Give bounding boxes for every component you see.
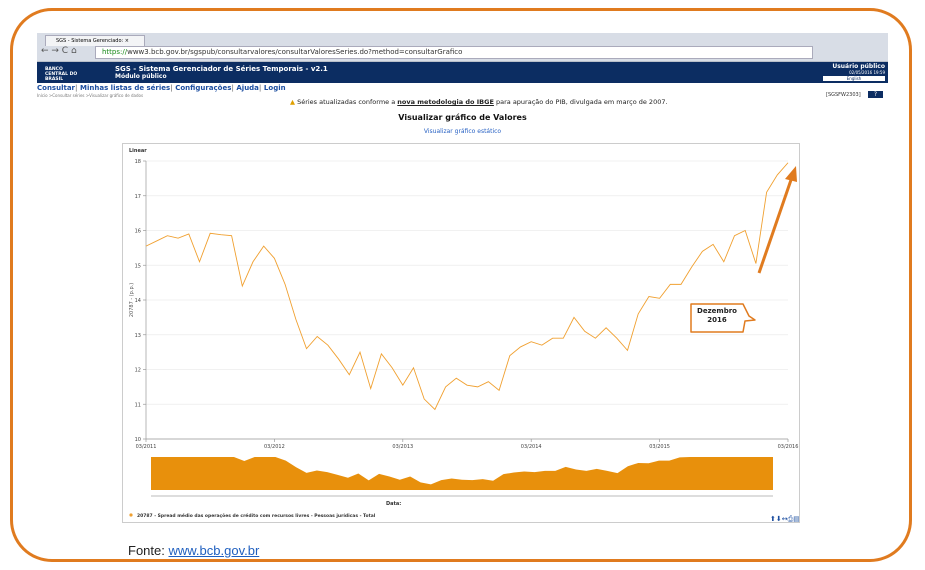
- menu-separator: |: [170, 84, 176, 92]
- x-tick-label: 03/2012: [264, 444, 285, 450]
- x-axis-title: Data:: [386, 501, 401, 507]
- y-tick-label: 16: [135, 229, 141, 235]
- notice-text: para apuração do PIB, divulgada em março…: [495, 98, 668, 106]
- site-title: SGS - Sistema Gerenciador de Séries Temp…: [115, 65, 328, 73]
- address-bar[interactable]: https://www3.bcb.gov.br/sgspub/consultar…: [95, 46, 813, 59]
- menu-item[interactable]: Minhas listas de séries: [80, 84, 171, 92]
- chart: Linear 20787 - (p.p.) Data: 10 11 12 13 14 15…: [129, 148, 800, 523]
- x-tick-label: 03/2014: [521, 444, 542, 450]
- notice-text: Séries atualizadas conforme a: [297, 98, 396, 106]
- data-line: [145, 162, 789, 411]
- page-heading: Visualizar gráfico de Valores: [398, 113, 527, 122]
- menu-item[interactable]: Configurações: [175, 84, 232, 92]
- notice: ▲ Séries atualizadas conforme a nova met…: [290, 98, 668, 106]
- menu-separator: |: [258, 84, 264, 92]
- nav-buttons[interactable]: ← → C ⌂: [41, 46, 77, 56]
- y-tick-label: 10: [135, 437, 141, 443]
- user-label: Usuário público: [832, 63, 885, 70]
- x-tick-label: 03/2016: [778, 444, 799, 450]
- url-protocol: https://: [102, 48, 128, 56]
- annotation-text: 2016: [707, 316, 727, 324]
- menu-separator: |: [231, 84, 237, 92]
- browser-tab[interactable]: SGS - Sistema Gerenciado: ×: [45, 35, 145, 46]
- annotation-text: Dezembro: [697, 307, 737, 315]
- y-tick-label: 18: [135, 159, 141, 165]
- annotation-arrow: [757, 176, 794, 274]
- breadcrumb: Início >Consultar séries >Visualizar grá…: [37, 93, 144, 98]
- menu-separator: |: [75, 84, 81, 92]
- datetime: 02/05/2016 19:59: [849, 70, 885, 75]
- navigator-area: [151, 457, 773, 490]
- source-label: Fonte:: [128, 543, 165, 558]
- y-tick-label: 15: [135, 263, 141, 269]
- bank-logo[interactable]: BANCO CENTRAL DO BRASIL: [45, 67, 78, 82]
- menu-item[interactable]: Consultar: [37, 84, 76, 92]
- menu-item[interactable]: Login: [263, 84, 286, 92]
- legend-marker: [129, 513, 133, 517]
- x-tick-label: 03/2011: [136, 444, 157, 450]
- x-tick-label: 03/2013: [392, 444, 413, 450]
- static-chart-link[interactable]: Visualizar gráfico estático: [423, 128, 502, 135]
- url-path: www3.bcb.gov.br/sgspub/consultarvalores/…: [127, 48, 463, 56]
- orange-frame: [10, 8, 912, 562]
- annotation-arrowhead: [785, 166, 797, 182]
- menu: Consultar| Minhas listas de séries| Conf…: [37, 84, 286, 92]
- x-tick-label: 03/2015: [649, 444, 670, 450]
- help-button[interactable]: ?: [868, 91, 883, 98]
- y-tick-label: 14: [135, 298, 141, 304]
- page-code: [SGSFW2303]: [826, 92, 861, 98]
- y-tick-label: 13: [135, 333, 141, 339]
- export-buttons[interactable]: ⬆⬇↔⎙▤: [770, 515, 800, 523]
- y-axis-title: 20787 - (p.p.): [129, 283, 135, 317]
- y-tick-label: 17: [135, 194, 141, 200]
- y-tick-label: 12: [135, 368, 141, 374]
- annotation-callout: [690, 303, 756, 333]
- site-header: BANCO CENTRAL DO BRASIL SGS - Sistema Ge…: [37, 62, 888, 83]
- scale-button[interactable]: Linear: [129, 148, 147, 154]
- legend-label: 20787 - Spread médio das operações de cr…: [137, 512, 376, 519]
- chart-panel: Linear 20787 - (p.p.) Data: 10 11 12 13 14 15…: [122, 143, 800, 523]
- menu-item[interactable]: Ajuda: [236, 84, 259, 92]
- browser-chrome: SGS - Sistema Gerenciado: × ← → C ⌂ http…: [37, 33, 888, 62]
- site-subtitle: Módulo público: [115, 73, 167, 80]
- notice-link[interactable]: nova metodologia do IBGE: [397, 98, 494, 106]
- source: Fonte: www.bcb.gov.br: [128, 543, 259, 558]
- source-link[interactable]: www.bcb.gov.br: [168, 543, 260, 558]
- language-link[interactable]: English: [823, 76, 885, 81]
- y-tick-label: 11: [135, 402, 141, 408]
- warning-icon: ▲: [290, 98, 295, 106]
